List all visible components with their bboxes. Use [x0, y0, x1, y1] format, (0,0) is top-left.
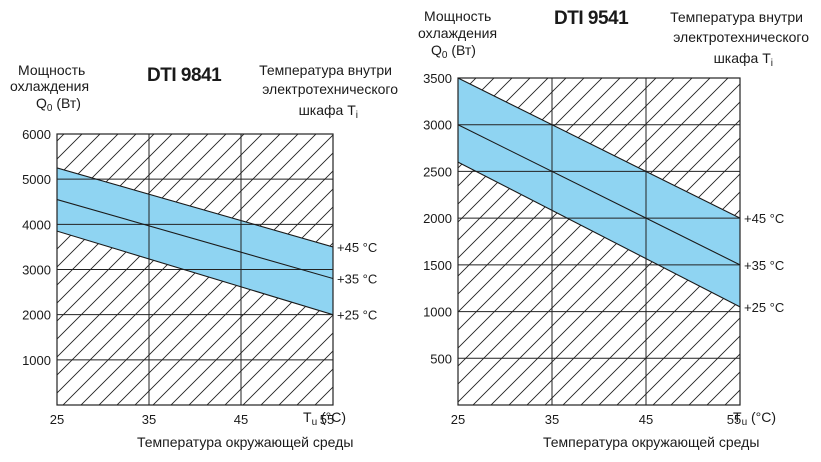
y-axis-label-line-1: Мощность	[424, 8, 492, 24]
series-label: +45 °C	[744, 211, 784, 226]
y-tick-label: 2500	[423, 164, 452, 179]
y-tick-label: 2000	[22, 308, 51, 323]
y-tick-label: 1500	[423, 258, 452, 273]
internal-temp-label-line-3: шкафа Ti	[713, 50, 773, 69]
series-label: +25 °C	[337, 308, 377, 323]
series-label: +35 °C	[744, 258, 784, 273]
series-line-plus45	[57, 167, 333, 248]
series-label: +35 °C	[337, 272, 377, 287]
y-tick-label: 5000	[22, 172, 51, 187]
y-tick-label: 6000	[22, 127, 51, 142]
capacity-band	[57, 167, 333, 315]
y-axis-label-line-3: Q0 (Вт)	[431, 42, 476, 61]
x-axis-unit: Tu (°C)	[303, 409, 347, 428]
x-tick-label: 45	[234, 412, 248, 427]
y-tick-label: 3500	[423, 71, 452, 86]
series-line-plus25	[57, 230, 333, 316]
chart-panel-dti-9541: Мощность охлаждения Q0 (Вт) DTI 9541 Тем…	[410, 0, 821, 462]
x-tick-label: 35	[142, 412, 156, 427]
series-line-plus35	[57, 198, 333, 280]
x-tick-label: 35	[545, 412, 559, 427]
internal-temp-label-line-1: Температура внутри	[259, 62, 392, 78]
capacity-band	[458, 78, 740, 307]
y-tick-label: 3000	[22, 263, 51, 278]
chart-title: DTI 9541	[554, 8, 629, 29]
y-tick-label: 500	[430, 351, 452, 366]
y-tick-label: 4000	[22, 217, 51, 232]
x-tick-label: 25	[451, 412, 465, 427]
y-tick-label: 3000	[423, 118, 452, 133]
chart-panel-dti-9841: Мощность охлаждения Q0 (Вт) DTI 9841 Тем…	[0, 0, 410, 462]
x-tick-label: 55	[727, 412, 741, 427]
y-tick-label: 2000	[423, 211, 452, 226]
y-tick-label: 1000	[22, 353, 51, 368]
plot-frame	[457, 77, 741, 406]
internal-temp-label-line-3: шкафа Ti	[298, 102, 358, 121]
y-tick-label: 1000	[423, 305, 452, 320]
chart-plot-area: +45 °C +35 °C +25 °C 500 1000 1500 2000 2500 300…	[423, 71, 784, 427]
series-line-plus25	[458, 161, 740, 308]
chart-plot-area: +45 °C +35 °C +25 °C 1000 2000 3000 4000 5000 60…	[22, 127, 377, 427]
y-axis-label-line-2: охлаждения	[10, 78, 90, 94]
series-line-plus45	[458, 78, 740, 219]
internal-temp-label-line-2: электротехнического	[262, 81, 398, 97]
x-axis-label: Температура окружающей среды	[543, 434, 760, 450]
x-tick-label: 55	[320, 412, 334, 427]
series-label: +45 °C	[337, 240, 377, 255]
plot-frame	[56, 133, 334, 406]
x-tick-label: 25	[50, 412, 64, 427]
x-axis-label: Температура окружающей среды	[137, 434, 354, 450]
x-axis-unit: Tu (°C)	[733, 409, 777, 428]
y-axis-label-line-3: Q0 (Вт)	[36, 95, 81, 114]
x-tick-label: 45	[639, 412, 653, 427]
y-axis-label-line-2: охлаждения	[418, 25, 498, 41]
chart-title: DTI 9841	[147, 65, 222, 86]
y-axis-label-line-1: Мощность	[18, 62, 86, 78]
series-line-plus35	[458, 124, 740, 266]
series-label: +25 °C	[744, 300, 784, 315]
internal-temp-label-line-2: электротехнического	[673, 29, 809, 45]
internal-temp-label-line-1: Температура внутри	[670, 9, 803, 25]
